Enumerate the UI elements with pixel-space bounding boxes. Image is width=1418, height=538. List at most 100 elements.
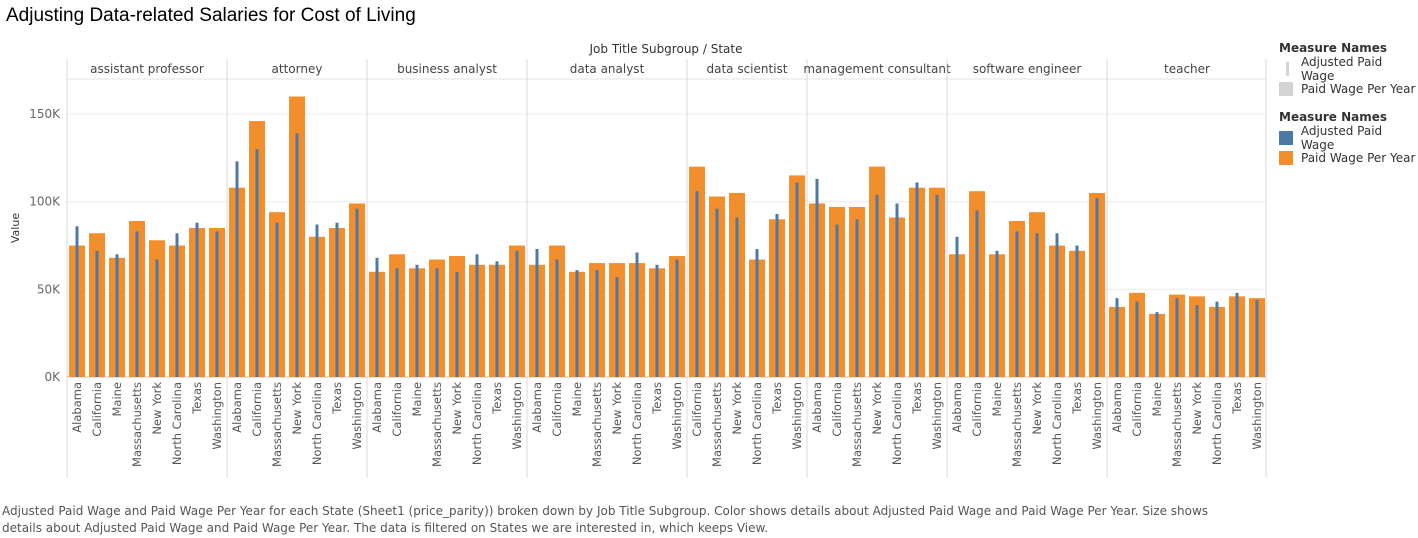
adjusted-wage-bar [1235,292,1239,377]
adjusted-wage-bar [415,264,419,377]
x-tick-label: Massachusetts [1170,382,1184,467]
adjusted-wage-bar [775,213,779,377]
x-tick-label: Alabama [370,382,384,433]
adjusted-wage-bar [255,149,259,377]
y-axis-title: Value [9,213,22,243]
x-tick-label: Washington [350,382,364,450]
group-header-label: software engineer [973,62,1082,76]
x-tick-label: New York [870,382,884,435]
x-tick-label: Maine [110,382,124,417]
x-tick-label: Massachusetts [130,382,144,467]
chart-title: Adjusting Data-related Salaries for Cost… [6,5,416,26]
x-tick-label: North Carolina [630,382,644,465]
adjusted-wage-bar [755,249,759,377]
x-tick-label: Maine [570,382,584,417]
x-tick-label: Texas [190,382,204,415]
color-legend[interactable]: Measure Names Adjusted Paid Wage Paid Wa… [1279,110,1418,168]
adjusted-wage-bar [495,261,499,377]
adjusted-wage-bar [1095,198,1099,377]
wide-bar-swatch [1279,82,1293,96]
adjusted-wage-bar [975,210,979,377]
x-tick-label: Texas [1070,382,1084,415]
x-tick-label: California [1130,382,1144,437]
color-legend-title: Measure Names [1279,110,1388,124]
x-tick-label: Washington [510,382,524,450]
x-tick-label: Washington [1250,382,1264,450]
x-tick-label: New York [450,382,464,435]
adjusted-wage-bar [555,259,559,377]
pane-header-title: Job Title Subgroup / State [589,42,743,56]
x-tick-label: Massachusetts [590,382,604,467]
adjusted-wage-bar [235,161,239,377]
chart-caption: Adjusted Paid Wage and Paid Wage Per Yea… [2,504,1209,535]
adjusted-wage-bar [1155,312,1159,377]
adjusted-wage-bar [655,264,659,377]
x-tick-label: Texas [1230,382,1244,415]
x-tick-label: New York [290,382,304,435]
adjusted-wage-bar [955,236,959,377]
x-tick-label: Maine [1150,382,1164,417]
x-tick-label: New York [150,382,164,435]
x-tick-label: North Carolina [1050,382,1064,465]
size-legend-label: Paid Wage Per Year [1301,82,1416,96]
x-tick-label: Alabama [70,382,84,433]
adjusted-wage-bar [535,249,539,377]
group-header-label: attorney [272,62,323,76]
adjusted-wage-bar [595,270,599,377]
x-tick-label: Alabama [950,382,964,433]
x-tick-label: California [830,382,844,437]
x-tick-label: California [550,382,564,437]
x-tick-label: New York [730,382,744,435]
x-tick-label: California [90,382,104,437]
x-tick-label: New York [1030,382,1044,435]
x-tick-label: California [250,382,264,437]
group-header-label: business analyst [397,62,497,76]
x-tick-label: Maine [410,382,424,417]
group-header-label: teacher [1164,62,1210,76]
size-legend-item-paid[interactable]: Paid Wage Per Year [1279,79,1418,99]
y-tick-label: 150K [29,107,61,121]
adjusted-wage-bar [855,219,859,377]
x-tick-label: North Carolina [890,382,904,465]
adjusted-wage-bar [335,222,339,377]
adjusted-wage-bar [1135,301,1139,377]
adjusted-wage-bar [795,182,799,377]
adjusted-wage-bar [815,178,819,377]
adjusted-wage-bar [1215,301,1219,377]
adjusted-wage-bar [515,250,519,377]
adjusted-wage-bar [475,254,479,377]
adjusted-wage-bar [1195,305,1199,377]
color-legend-item-paid[interactable]: Paid Wage Per Year [1279,148,1418,168]
y-tick-label: 50K [37,282,61,296]
x-tick-label: Washington [1090,382,1104,450]
x-tick-label: Massachusetts [430,382,444,467]
adjusted-wage-bar [915,182,919,377]
adjusted-wage-bar [275,222,279,377]
size-legend-item-adjusted[interactable]: Adjusted Paid Wage [1279,55,1418,83]
blue-swatch [1279,131,1293,145]
adjusted-wage-bar [355,208,359,377]
x-tick-label: New York [610,382,624,435]
adjusted-wage-bar [75,226,79,377]
adjusted-wage-bar [375,257,379,377]
adjusted-wage-bar [1035,233,1039,377]
adjusted-wage-bar [675,259,679,377]
size-legend[interactable]: Measure Names Adjusted Paid Wage Paid Wa… [1279,41,1418,99]
color-legend-label: Adjusted Paid Wage [1300,124,1383,152]
x-tick-label: Texas [330,382,344,415]
adjusted-wage-bar [95,250,99,377]
adjusted-wage-bar [295,133,299,377]
adjusted-wage-bar [195,222,199,377]
adjusted-wage-bar [455,271,459,377]
x-tick-label: North Carolina [310,382,324,465]
x-tick-label: Texas [770,382,784,415]
adjusted-wage-bar [1075,245,1079,377]
color-legend-item-adjusted[interactable]: Adjusted Paid Wage [1279,124,1418,152]
group-header-label: data analyst [570,62,645,76]
x-tick-label: Alabama [1110,382,1124,433]
adjusted-wage-bar [735,217,739,377]
x-tick-label: Massachusetts [270,382,284,467]
x-tick-label: Texas [490,382,504,415]
group-header-label: management consultant [803,62,951,76]
thin-bar-swatch [1286,62,1289,76]
